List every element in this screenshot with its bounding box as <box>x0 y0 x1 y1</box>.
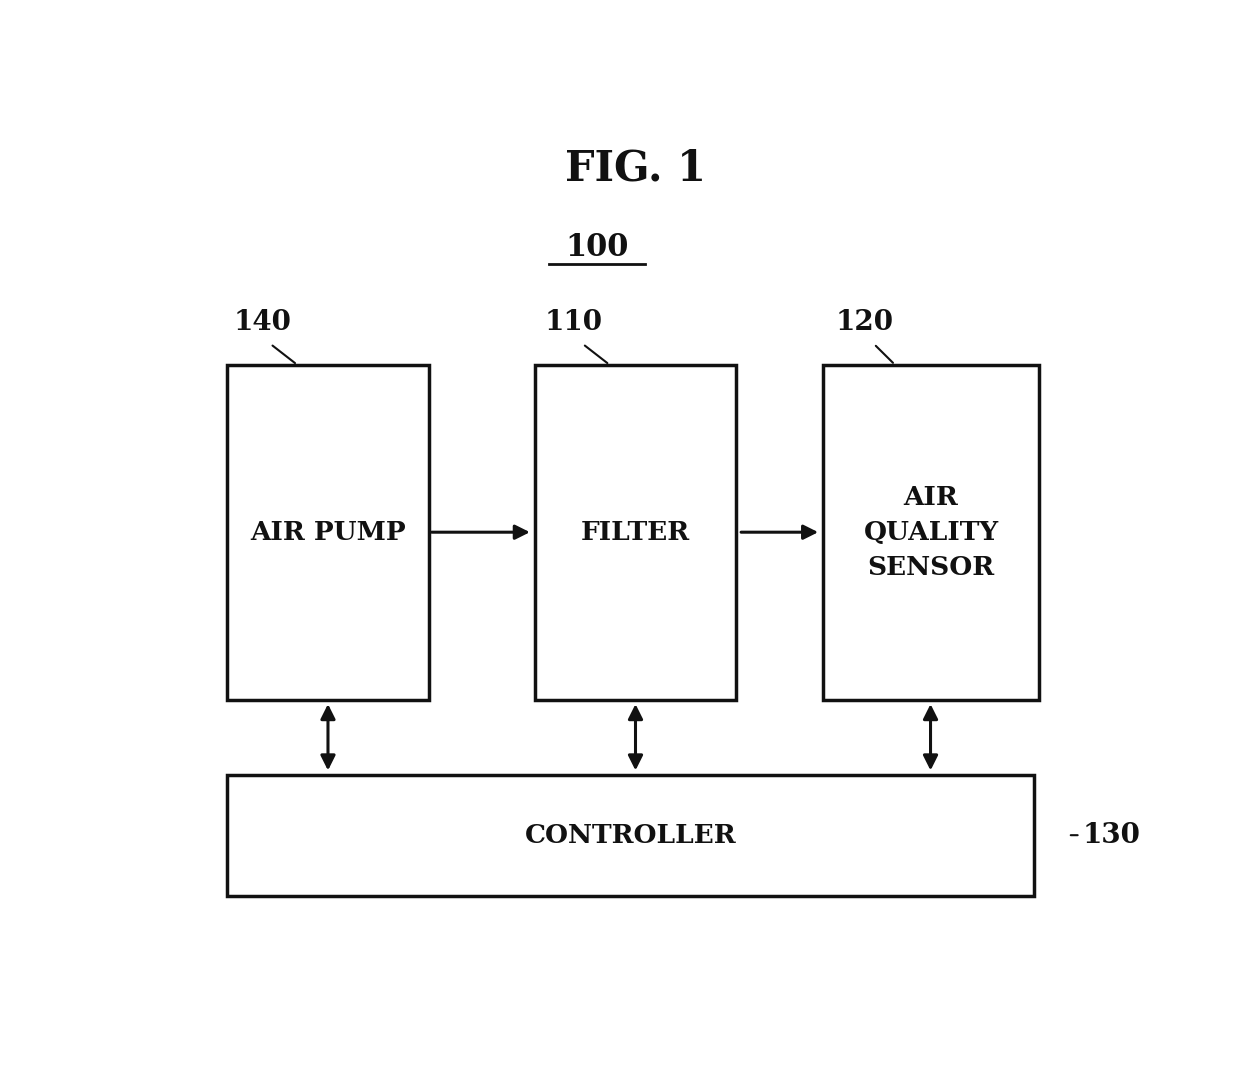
Bar <box>227 775 1034 897</box>
Text: FILTER: FILTER <box>580 520 691 545</box>
Text: 140: 140 <box>234 309 291 336</box>
Text: AIR PUMP: AIR PUMP <box>250 520 405 545</box>
Text: AIR
QUALITY
SENSOR: AIR QUALITY SENSOR <box>863 485 998 579</box>
Bar <box>823 365 1039 700</box>
Text: 130: 130 <box>1083 822 1141 849</box>
Text: FIG. 1: FIG. 1 <box>565 147 706 189</box>
Bar <box>227 365 429 700</box>
Bar <box>534 365 737 700</box>
Text: 110: 110 <box>544 309 603 336</box>
Text: CONTROLLER: CONTROLLER <box>525 823 737 848</box>
Text: 100: 100 <box>565 233 629 263</box>
Text: 120: 120 <box>836 309 893 336</box>
